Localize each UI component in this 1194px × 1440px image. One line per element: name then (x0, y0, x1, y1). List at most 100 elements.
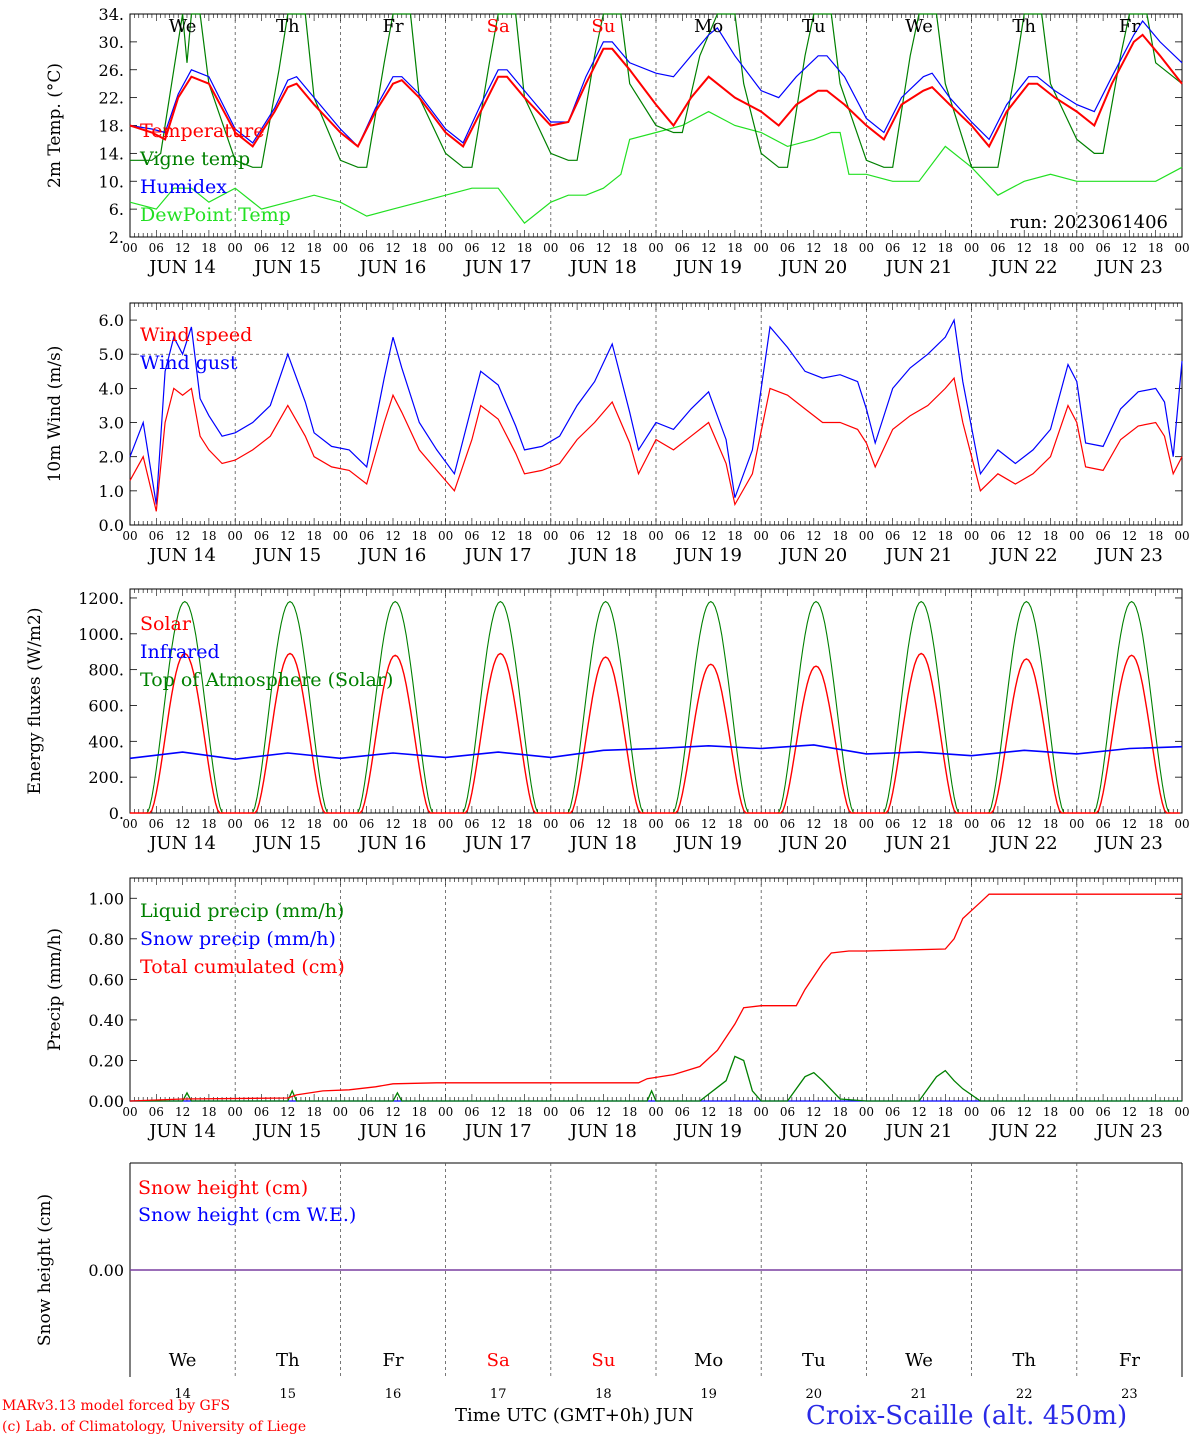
x-hour-tick-label: 18 (412, 529, 427, 543)
x-day-label: JUN 20 (778, 833, 847, 854)
y-tick-label: 6. (109, 200, 124, 219)
x-hour-tick-label: 18 (1043, 1105, 1058, 1119)
x-hour-tick-label: 18 (306, 817, 321, 831)
y-tick-label: 800. (88, 661, 124, 680)
x-hour-tick-label: 18 (201, 1105, 216, 1119)
x-hour-tick-label: 00 (543, 817, 558, 831)
y-tick-label: 2.0 (99, 448, 124, 467)
series-line-top-of-atmosphere (130, 600, 1180, 814)
x-day-label: JUN 20 (778, 257, 847, 278)
x-day-label: JUN 23 (1094, 545, 1163, 566)
day-number-label: 17 (490, 1387, 507, 1402)
weekday-label: We (905, 1350, 933, 1371)
x-hour-tick-label: 18 (412, 1105, 427, 1119)
x-day-label: JUN 14 (147, 1121, 216, 1142)
x-hour-tick-label: 00 (859, 529, 874, 543)
x-hour-tick-label: 12 (701, 817, 716, 831)
x-hour-tick-label: 12 (1017, 1105, 1032, 1119)
y-axis-label: Energy fluxes (W/m2) (25, 608, 45, 795)
day-number-label: 23 (1121, 1387, 1138, 1402)
lab-credit: (c) Lab. of Climatology, University of L… (2, 1419, 307, 1435)
x-hour-tick-label: 00 (543, 1105, 558, 1119)
x-day-label: JUN 21 (884, 257, 953, 278)
x-hour-tick-label: 06 (1095, 817, 1110, 831)
x-hour-tick-label: 12 (175, 241, 190, 255)
x-hour-tick-label: 12 (806, 1105, 821, 1119)
x-hour-tick-label: 12 (806, 817, 821, 831)
x-hour-tick-label: 18 (832, 1105, 847, 1119)
x-hour-tick-label: 12 (175, 817, 190, 831)
y-tick-label: 0.60 (88, 970, 124, 989)
x-hour-tick-label: 18 (938, 1105, 953, 1119)
x-day-label: JUN 18 (568, 1121, 637, 1142)
x-hour-tick-label: 18 (727, 241, 742, 255)
x-hour-tick-label: 12 (806, 529, 821, 543)
x-hour-tick-label: 18 (622, 241, 637, 255)
x-hour-tick-label: 06 (149, 1105, 164, 1119)
x-hour-tick-label: 06 (254, 529, 269, 543)
x-hour-tick-label: 18 (832, 241, 847, 255)
x-hour-tick-label: 00 (1174, 529, 1189, 543)
weekday-label: Su (591, 16, 615, 37)
x-hour-tick-label: 06 (254, 1105, 269, 1119)
time-axis-label: Time UTC (GMT+0h) JUN (455, 1405, 694, 1426)
y-tick-label: 0.20 (88, 1051, 124, 1070)
x-hour-tick-label: 12 (175, 1105, 190, 1119)
x-hour-tick-label: 06 (569, 817, 584, 831)
x-hour-tick-label: 18 (306, 241, 321, 255)
x-hour-tick-label: 12 (1122, 241, 1137, 255)
x-hour-tick-label: 12 (911, 529, 926, 543)
weekday-label: Sa (487, 1350, 510, 1371)
x-day-label: JUN 16 (358, 545, 427, 566)
x-hour-tick-label: 00 (648, 529, 663, 543)
x-hour-tick-label: 18 (306, 529, 321, 543)
x-hour-tick-label: 00 (438, 1105, 453, 1119)
panel-4: 0.00 Snow height (cm) Snow height (cm) Snow… (35, 1162, 1183, 1402)
x-hour-tick-label: 06 (464, 1105, 479, 1119)
x-hour-tick-label: 00 (1069, 241, 1084, 255)
x-hour-tick-label: 12 (385, 241, 400, 255)
x-hour-tick-label: 06 (990, 241, 1005, 255)
y-tick-label: 14. (99, 144, 124, 163)
x-hour-tick-label: 00 (1174, 1105, 1189, 1119)
x-hour-tick-label: 06 (780, 529, 795, 543)
weekday-label: We (905, 16, 933, 37)
x-hour-tick-label: 18 (1148, 241, 1163, 255)
panel-0: 00 06 12 18 JUN 14 00 06 12 18 JUN 15 00 06 12 18 JUN … (45, 5, 1190, 278)
x-hour-tick-label: 18 (622, 817, 637, 831)
x-hour-tick-label: 12 (491, 817, 506, 831)
weekday-label: Sa (487, 16, 510, 37)
panel-3: 00 06 12 18 JUN 14 00 06 12 18 JUN 15 00 06 12 18 JUN … (45, 877, 1190, 1142)
x-day-label: JUN 15 (252, 833, 321, 854)
x-day-label: JUN 16 (358, 257, 427, 278)
series-line-wind-gust (129, 318, 1183, 505)
y-tick-label: 0.80 (88, 930, 124, 949)
x-day-label: JUN 20 (778, 545, 847, 566)
x-hour-tick-label: 06 (1095, 241, 1110, 255)
x-hour-tick-label: 00 (1174, 241, 1189, 255)
x-hour-tick-label: 00 (122, 241, 137, 255)
series-line-temperature-main (129, 33, 1183, 149)
x-hour-tick-label: 12 (1122, 1105, 1137, 1119)
y-axis-label: Snow height (cm) (35, 1194, 55, 1346)
x-hour-tick-label: 12 (596, 817, 611, 831)
run-annotation: run: 2023061406 (1010, 212, 1168, 233)
legend-top-of-atmosphere-solar: Top of Atmosphere (Solar) (140, 669, 393, 691)
x-day-label: JUN 17 (463, 257, 532, 278)
x-hour-tick-label: 12 (175, 529, 190, 543)
x-hour-tick-label: 00 (964, 241, 979, 255)
x-hour-tick-label: 18 (201, 817, 216, 831)
x-hour-tick-label: 12 (280, 817, 295, 831)
x-hour-tick-label: 00 (543, 241, 558, 255)
y-tick-label: 4.0 (99, 379, 124, 398)
panel-frame (129, 588, 1183, 814)
weekday-label: Tu (802, 1350, 826, 1371)
x-day-label: JUN 17 (463, 545, 532, 566)
day-number-label: 14 (174, 1387, 191, 1402)
x-hour-tick-label: 00 (754, 1105, 769, 1119)
x-hour-tick-label: 06 (464, 529, 479, 543)
y-tick-label: 1200. (78, 589, 124, 608)
x-hour-tick-label: 12 (280, 1105, 295, 1119)
x-hour-tick-label: 06 (359, 817, 374, 831)
weekday-label: We (169, 1350, 197, 1371)
